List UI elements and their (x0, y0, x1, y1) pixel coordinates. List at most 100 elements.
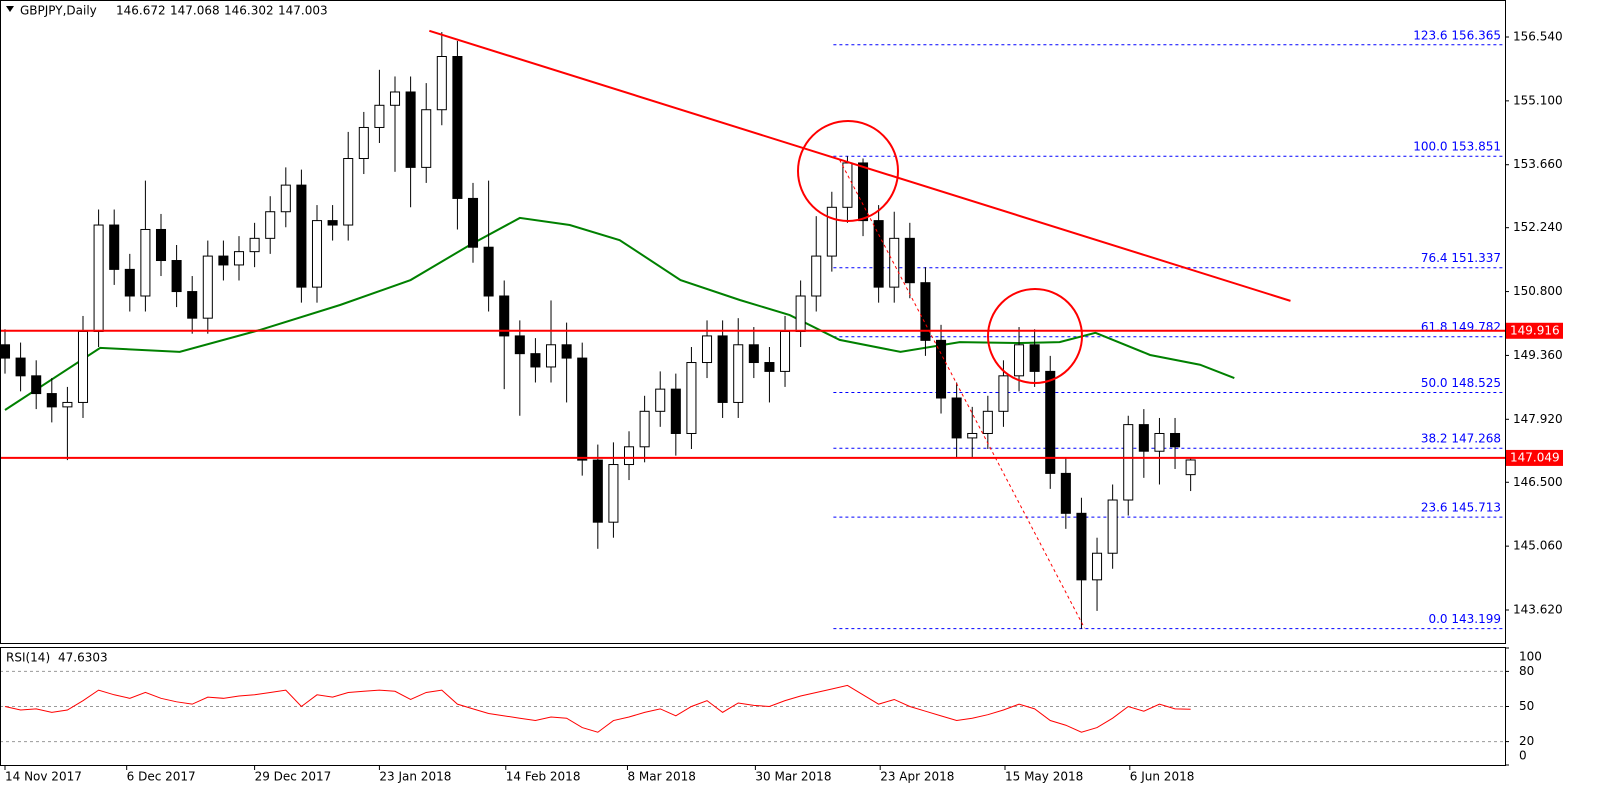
candle-body (545, 344, 557, 368)
candle-body (670, 388, 681, 434)
candle-body (249, 237, 260, 253)
candle-body (140, 228, 151, 297)
price-label: 149.916 (1510, 323, 1560, 337)
x-tick-label: 23 Apr 2018 (880, 770, 954, 784)
fib-label: 50.0 148.525 (1421, 376, 1501, 390)
candle-body (780, 330, 791, 372)
candle-body (93, 224, 104, 332)
candle-body (530, 353, 541, 368)
y-tick-label: 100 (1519, 650, 1542, 664)
rsi-value: 47.6303 (58, 651, 108, 665)
candle-body (405, 91, 416, 168)
candle-body (623, 446, 635, 466)
x-tick-label: 6 Dec 2017 (127, 770, 196, 784)
candle-body (904, 237, 915, 284)
header-high: 147.068 (170, 4, 220, 18)
candle-body (0, 344, 11, 359)
candle-body (842, 162, 853, 208)
candle-body (483, 246, 494, 297)
highlight-circle (987, 288, 1083, 384)
y-tick-label: 156.540 (1513, 29, 1563, 43)
x-tick-label: 29 Dec 2017 (255, 770, 332, 784)
candle-body (826, 206, 837, 257)
y-tick-label: 153.660 (1513, 157, 1563, 171)
y-tick-label: 20 (1519, 734, 1534, 748)
candle-body (1045, 370, 1056, 474)
candle-body (467, 197, 479, 248)
candle-body (1138, 424, 1149, 452)
x-tick-label: 30 Mar 2018 (755, 770, 831, 784)
fib-label: 100.0 153.851 (1413, 140, 1501, 154)
candle-body (639, 410, 650, 448)
y-tick-label: 145.060 (1513, 539, 1563, 553)
candle-body (343, 158, 354, 226)
candle-body (1076, 512, 1087, 581)
y-tick-label: 146.500 (1513, 475, 1563, 489)
y-tick-label: 80 (1519, 664, 1534, 678)
candle-body (358, 126, 369, 160)
header-open: 146.672 (116, 4, 166, 18)
fib-label: 0.0 143.199 (1428, 612, 1501, 626)
trend-line (429, 29, 1291, 302)
candle-body (686, 362, 697, 434)
candle-body (608, 464, 619, 523)
rsi-title: RSI(14) (6, 651, 50, 665)
candle-body (436, 56, 447, 111)
y-tick-label: 0 (1519, 749, 1527, 763)
candle-body (701, 335, 713, 364)
candle-body (577, 357, 588, 461)
fib-trend-line (839, 159, 1086, 629)
y-tick-label: 147.920 (1513, 412, 1563, 426)
x-tick-label: 14 Nov 2017 (5, 770, 82, 784)
candle-body (889, 237, 900, 288)
candle-body (77, 330, 89, 403)
candle-body (109, 224, 120, 270)
y-tick-label: 149.360 (1513, 348, 1563, 362)
candle-body (218, 255, 229, 266)
header-low: 146.302 (224, 4, 274, 18)
x-tick-label: 8 Mar 2018 (627, 770, 695, 784)
candle-body (155, 228, 167, 262)
candle-body (327, 220, 338, 226)
candle-body (1092, 552, 1103, 581)
fib-label: 61.8 149.782 (1421, 320, 1501, 334)
candle-body (920, 282, 931, 341)
candle-body (967, 432, 978, 439)
header-close: 147.003 (278, 4, 328, 18)
candle-body (62, 401, 73, 408)
menu-arrow[interactable] (6, 6, 14, 12)
candle-body (1154, 432, 1165, 452)
y-tick-label: 152.240 (1513, 220, 1563, 234)
candle-body (561, 344, 572, 359)
x-tick-label: 6 Jun 2018 (1130, 770, 1195, 784)
rsi-line (4, 684, 1191, 733)
fib-label: 23.6 145.713 (1421, 501, 1501, 515)
main-panel-border (0, 0, 1506, 644)
rsi-panel-border (0, 647, 1506, 766)
candle-body (31, 375, 42, 395)
price-label-box (1505, 449, 1563, 466)
highlight-circle (797, 120, 899, 222)
candle-body (1123, 424, 1134, 501)
x-tick-label: 15 May 2018 (1005, 770, 1083, 784)
candle-body (311, 220, 323, 288)
candle-body (795, 295, 806, 332)
candle-body (124, 268, 135, 297)
candle-body (592, 459, 603, 523)
price-label: 147.049 (1510, 450, 1560, 464)
candle-body (171, 260, 182, 293)
candle-body (1014, 344, 1025, 377)
y-tick-label: 150.800 (1513, 284, 1563, 298)
candle-body (46, 393, 57, 408)
candle-body (296, 184, 307, 288)
candle-body (1107, 499, 1118, 554)
candle-body (733, 344, 744, 403)
y-tick-label: 50 (1519, 699, 1534, 713)
candle-body (280, 184, 291, 213)
fib-label: 38.2 147.268 (1421, 432, 1501, 446)
candle-body (1060, 472, 1071, 514)
candle-body (951, 397, 962, 439)
chart-title: GBPJPY,Daily (20, 4, 97, 18)
